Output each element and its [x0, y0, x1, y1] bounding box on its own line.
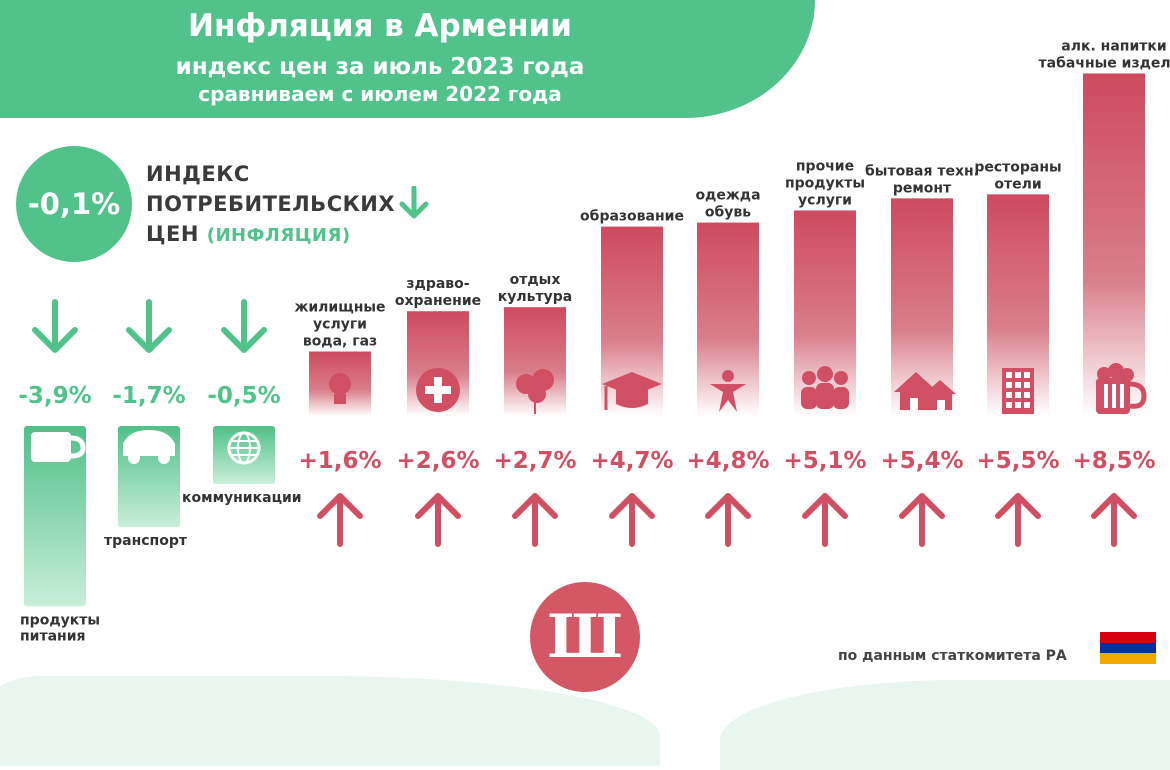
header-banner [0, 0, 815, 118]
cpi-label-line1: ИНДЕКС [146, 162, 250, 186]
category-chart: -3,9%продуктыпитания-1,7%транспорт-0,5%к… [18, 38, 1170, 644]
value-label: +5,5% [976, 448, 1059, 474]
mug-icon [31, 432, 86, 462]
page-subtitle-comparison: сравниваем с июлем 2022 года [198, 82, 562, 106]
beer-mug-icon [1096, 363, 1147, 414]
up-arrow-icon [802, 493, 848, 547]
value-label: -1,7% [112, 383, 185, 409]
bar [24, 426, 86, 607]
category-label: одежда [695, 188, 760, 204]
value-label: -0,5% [207, 383, 280, 409]
category-label: питания [20, 628, 86, 644]
brand-logo: Ш [530, 582, 640, 692]
category-label: бытовая техн. [865, 163, 979, 179]
category-label: вода, газ [303, 334, 377, 350]
down-arrow-icon [32, 299, 78, 353]
category-label: транспорт [104, 533, 188, 549]
armenia-flag-icon [1100, 632, 1156, 664]
up-arrow-icon [995, 493, 1041, 547]
category-label: услуги [313, 317, 367, 333]
category-label: отдых [510, 272, 561, 288]
category-label: услуги [798, 192, 852, 208]
up-arrow-icon [899, 493, 945, 547]
cpi-label-note: (ИНФЛЯЦИЯ) [206, 225, 351, 246]
value-label: +8,5% [1072, 448, 1155, 474]
car-icon [123, 430, 175, 464]
chart-category-1: -1,7% транспорт [104, 299, 188, 549]
category-label: табачные изделия [1039, 55, 1170, 71]
chart-category-2: -0,5% коммуникации [182, 299, 302, 506]
value-label: +2,6% [396, 448, 479, 474]
up-arrow-icon [512, 493, 558, 547]
category-label: обувь [705, 205, 751, 221]
category-label: продукты [20, 612, 100, 628]
value-label: +5,1% [783, 448, 866, 474]
up-arrow-icon [415, 493, 461, 547]
building-icon [1002, 368, 1034, 414]
people-icon [801, 366, 849, 409]
value-label: +1,6% [298, 448, 381, 474]
chart-category-4: здраво-охранение +2,6% [395, 276, 481, 547]
chart-category-9: бытовая техн.ремонт +5,4% [865, 163, 979, 547]
value-label: +4,7% [590, 448, 673, 474]
cpi-value-badge: -0,1% [16, 146, 132, 262]
category-label: продукты [785, 175, 865, 191]
down-arrow-icon [126, 299, 172, 353]
cpi-label-line2: ПОТРЕБИТЕЛЬСКИХ [146, 192, 396, 216]
up-arrow-icon [1091, 493, 1137, 547]
cpi-down-arrow-icon [399, 186, 429, 219]
chart-category-6: образование +4,7% [580, 209, 684, 547]
category-label: рестораны [974, 159, 1061, 175]
category-label: здраво- [406, 276, 469, 292]
up-arrow-icon [609, 493, 655, 547]
page-subtitle: индекс цен за июль 2023 года [175, 54, 585, 80]
page-title: Инфляция в Армении [188, 8, 572, 44]
bar [697, 222, 759, 416]
value-label: +4,8% [686, 448, 769, 474]
category-label: алк. напитки [1061, 38, 1166, 54]
cpi-label-ceny: ЦЕН [146, 222, 199, 246]
globe-icon [227, 431, 261, 465]
category-label: ремонт [893, 180, 952, 196]
data-source-note: по данным статкомитета РА [838, 648, 1067, 664]
up-arrow-icon [317, 493, 363, 547]
lightbulb-icon [329, 373, 351, 404]
medical-cross-icon [416, 368, 460, 412]
houses-icon [894, 372, 956, 410]
down-arrow-icon [221, 299, 267, 353]
category-label: образование [580, 209, 684, 225]
value-label: +2,7% [493, 448, 576, 474]
category-label: жилищные [294, 300, 385, 316]
category-label: культура [498, 289, 572, 305]
category-label: охранение [395, 293, 481, 309]
value-label: -3,9% [18, 383, 91, 409]
bar [1083, 73, 1145, 416]
up-arrow-icon [705, 493, 751, 547]
category-label: прочие [796, 158, 854, 174]
value-label: +5,4% [880, 448, 963, 474]
category-label: коммуникации [182, 490, 302, 506]
graduation-cap-icon [602, 372, 662, 410]
person-icon [710, 370, 746, 412]
category-label: отели [994, 176, 1041, 192]
balloons-icon [516, 369, 554, 414]
cpi-label-line3: ЦЕН (ИНФЛЯЦИЯ) [146, 222, 351, 246]
